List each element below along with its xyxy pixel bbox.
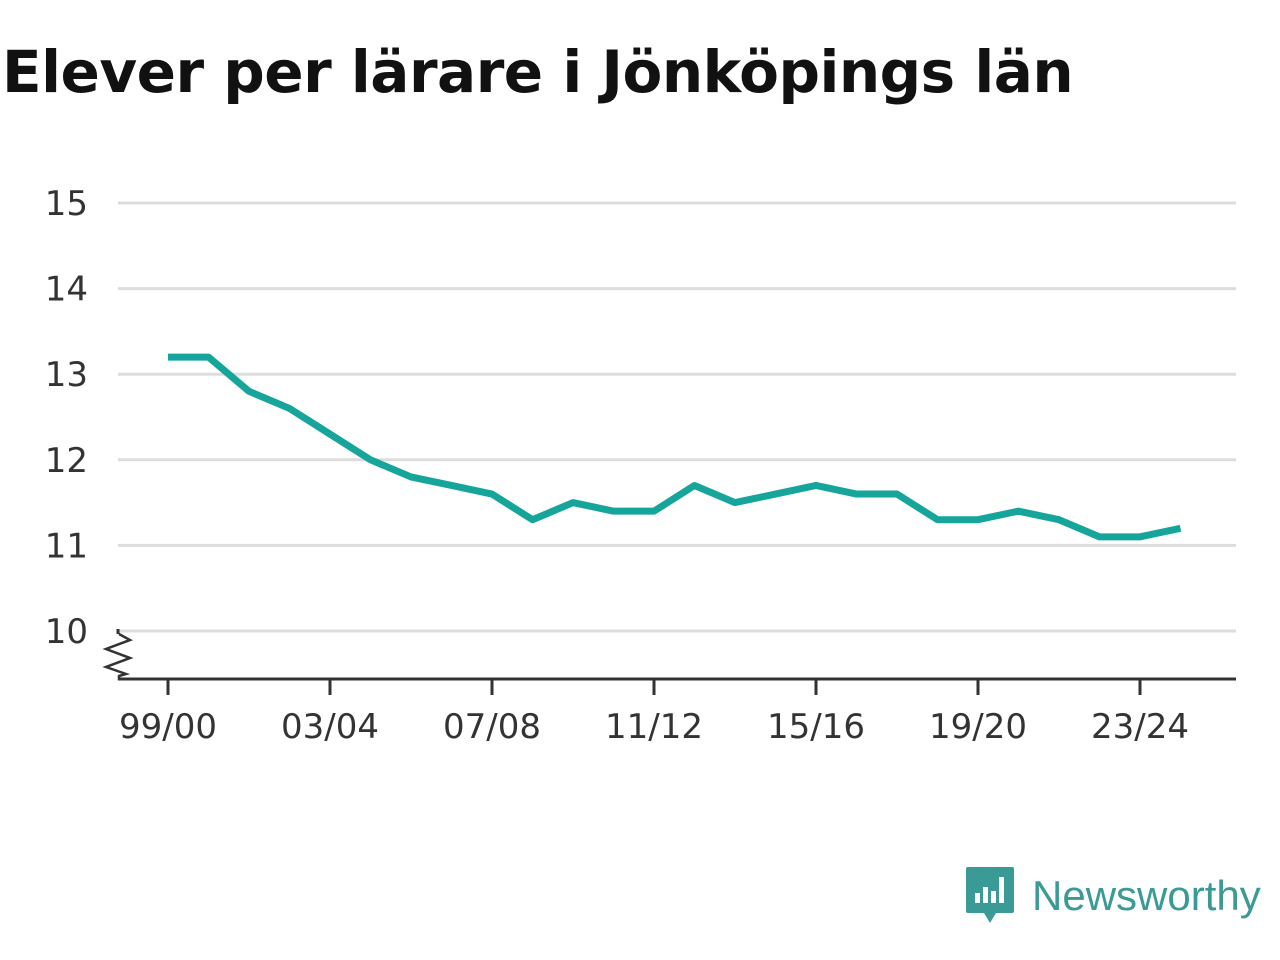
x-tick-label: 15/16 (767, 707, 865, 747)
bar-chart-speech-bubble-icon (966, 867, 1014, 923)
chart-title: Elever per lärare i Jönköpings län (2, 38, 1074, 106)
y-tick-label: 13 (45, 355, 88, 395)
tick-labels: 10 11 12 13 14 15 99/00 03/04 07/08 11/12 15/16 19/… (45, 184, 1189, 747)
line-chart: 10 11 12 13 14 15 99/00 03/04 07/08 11/12 15/16 19/… (45, 184, 1236, 747)
x-tick-label: 99/00 (119, 707, 217, 747)
y-tick-label: 11 (45, 526, 88, 566)
y-axis-break (102, 632, 134, 680)
brand-name: Newsworthy (1032, 872, 1261, 919)
y-tick-label: 10 (45, 612, 88, 652)
gridlines (118, 201, 1236, 633)
axes (102, 629, 1236, 695)
x-tick-label: 23/24 (1091, 707, 1189, 747)
x-tick-label: 11/12 (605, 707, 703, 747)
y-tick-label: 14 (45, 270, 88, 310)
series-line (168, 353, 1182, 541)
brand-logo: Newsworthy (964, 864, 1261, 928)
series (167, 353, 1182, 541)
y-tick-label: 12 (45, 441, 88, 481)
x-tick-label: 19/20 (929, 707, 1027, 747)
x-tick-label: 03/04 (281, 707, 379, 747)
x-tick-label: 07/08 (443, 707, 541, 747)
y-tick-label: 15 (45, 184, 88, 224)
